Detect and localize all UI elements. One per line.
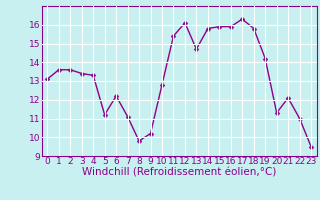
X-axis label: Windchill (Refroidissement éolien,°C): Windchill (Refroidissement éolien,°C): [82, 168, 276, 178]
